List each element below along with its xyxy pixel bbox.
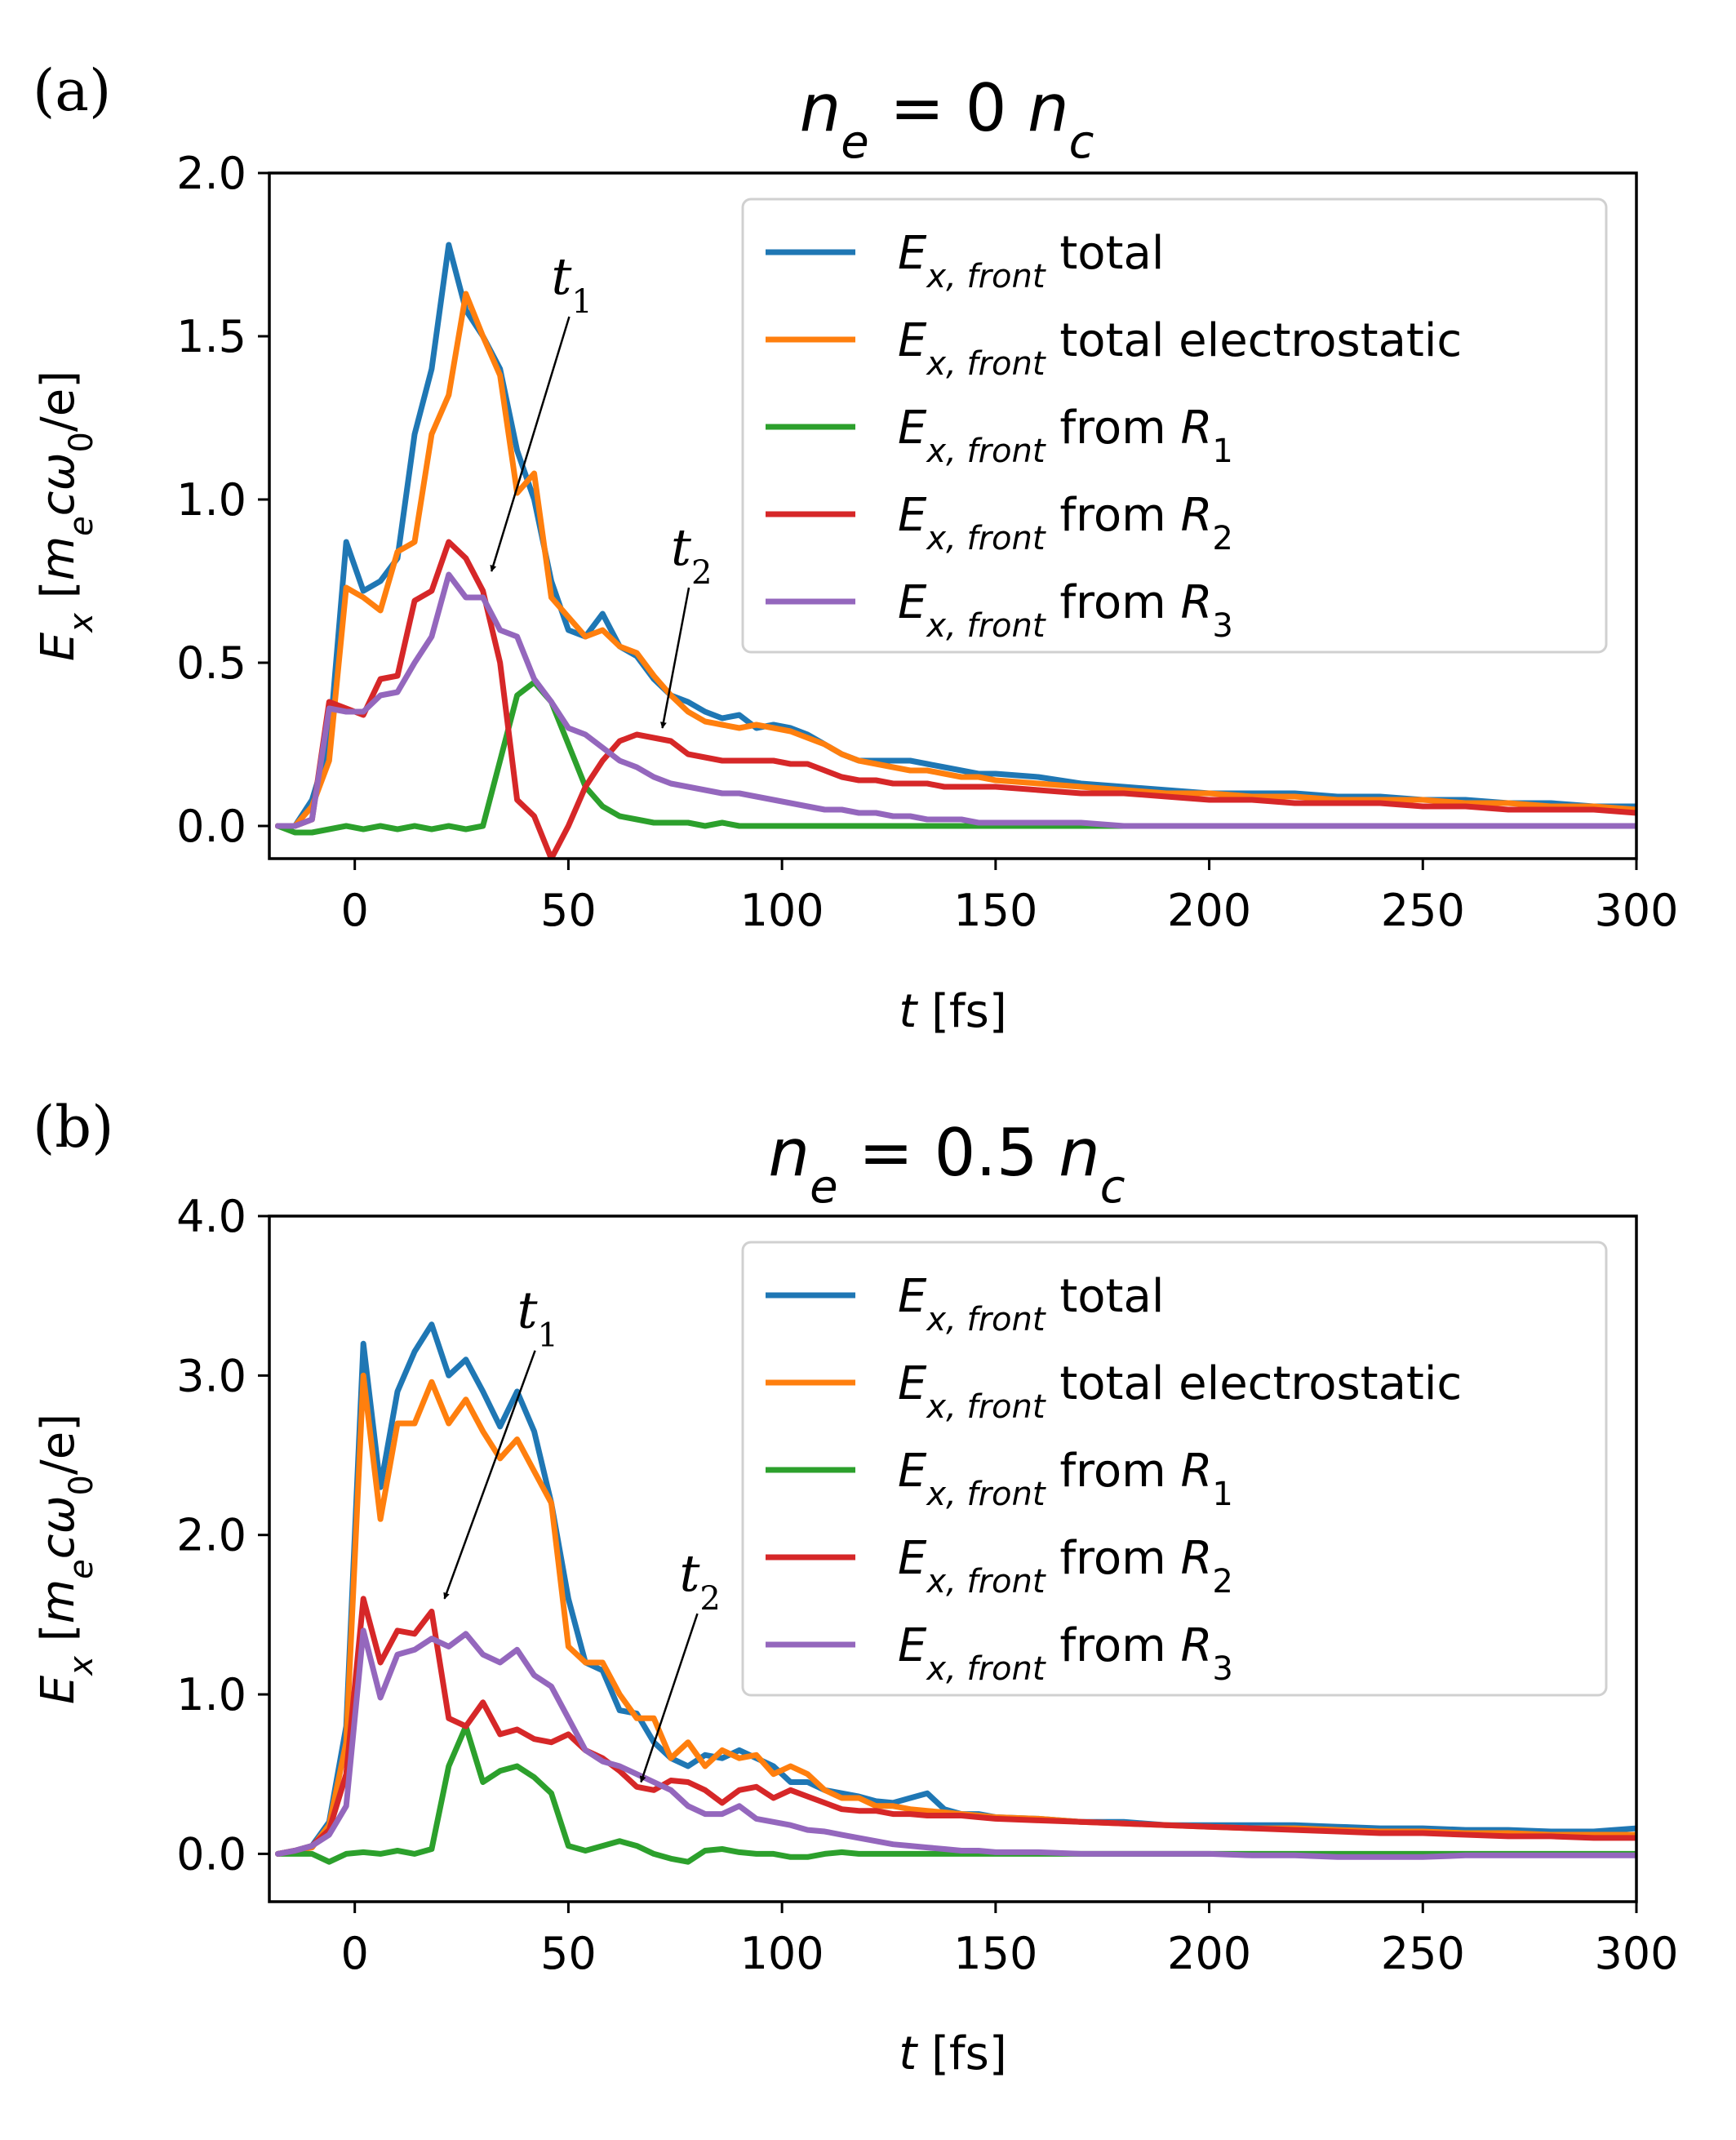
x-tick-label: 250 xyxy=(1381,1928,1465,1979)
y-tick-label: 4.0 xyxy=(176,1191,246,1242)
series-group xyxy=(275,242,1636,859)
x-tick-label: 250 xyxy=(1381,885,1465,936)
legend-frame xyxy=(741,198,1608,654)
x-tick-label: 300 xyxy=(1594,885,1678,936)
legend-entry-R2: Ex, front from R2 xyxy=(898,489,1233,557)
annotation-label-t2: t2 xyxy=(671,517,712,592)
y-tick-label: 0.5 xyxy=(176,637,246,689)
y-tick-label: 2.0 xyxy=(176,1510,246,1561)
legend-entry-R3: Ex, front from R3 xyxy=(898,576,1233,645)
y-tick-label: 0.0 xyxy=(176,1828,246,1880)
legend-entry-R1: Ex, front from R1 xyxy=(898,1445,1233,1513)
x-tick-label: 0 xyxy=(341,1928,369,1979)
x-tick-label: 150 xyxy=(953,885,1037,936)
annotation-arrow xyxy=(639,1613,699,1783)
panel-b: (b) ne = 0.5 nc 0 50 100 150 200 250 300 0.0 1.0… xyxy=(32,1094,1679,2080)
series-line-R2 xyxy=(275,539,1636,859)
series-line-electrostatic xyxy=(275,291,1636,829)
y-tick-label: 0.0 xyxy=(176,801,246,852)
x-axis-label: t [fs] xyxy=(899,2027,1006,2080)
x-tick-label: 50 xyxy=(540,885,597,936)
legend: Ex, front total Ex, front total electrost… xyxy=(741,1241,1608,1697)
legend-entry-R1: Ex, front from R1 xyxy=(898,402,1233,470)
x-tick-label: 100 xyxy=(740,885,824,936)
y-tick-label: 2.0 xyxy=(176,148,246,199)
axes-a: 0 50 100 150 200 250 300 0.0 0.5 1.0 1.5 2.0 t [fs] E… xyxy=(32,148,1679,1038)
panel-title: ne = 0 nc xyxy=(800,70,1094,169)
plot-frame xyxy=(268,1214,1638,1903)
annotation-arrow xyxy=(490,316,571,572)
legend-entry-total: Ex, front total xyxy=(898,227,1164,295)
axes-b: 0 50 100 150 200 250 300 0.0 1.0 2.0 3.0 4.0 t [fs] E… xyxy=(32,1191,1679,2080)
series-line-R1 xyxy=(275,679,1636,836)
y-tick-label: 1.0 xyxy=(176,474,246,526)
panel-a: (a) ne = 0 nc 0 50 100 150 200 250 300 0.0 0.5 1.… xyxy=(32,57,1679,1038)
panel-label: (b) xyxy=(33,1094,113,1161)
series-line-R3 xyxy=(275,571,1636,829)
x-tick-label: 150 xyxy=(953,1928,1037,1979)
y-tick-label: 1.5 xyxy=(176,311,246,362)
legend-entry-electrostatic: Ex, front total electrostatic xyxy=(898,314,1462,383)
x-tick-label: 200 xyxy=(1167,1928,1251,1979)
series-line-R1 xyxy=(275,1723,1636,1865)
annotation-arrow xyxy=(659,587,690,729)
y-axis-label: Ex [mecω0/e] xyxy=(32,371,100,661)
series-line-R2 xyxy=(275,1596,1636,1857)
series-line-R3 xyxy=(275,1627,1636,1860)
x-tick-label: 200 xyxy=(1167,885,1251,936)
y-axis-label: Ex [mecω0/e] xyxy=(32,1414,100,1704)
series-group xyxy=(275,1321,1636,1865)
plot-frame xyxy=(268,171,1638,860)
annotation-label-t2: t2 xyxy=(680,1543,721,1618)
x-tick-label: 100 xyxy=(740,1928,824,1979)
legend-entry-R2: Ex, front from R2 xyxy=(898,1532,1233,1601)
annotation-label-t1: t1 xyxy=(551,246,592,321)
panel-title: ne = 0.5 nc xyxy=(768,1115,1125,1214)
y-tick-label: 3.0 xyxy=(176,1350,246,1401)
legend-entry-R3: Ex, front from R3 xyxy=(898,1619,1233,1688)
legend-entry-electrostatic: Ex, front total electrostatic xyxy=(898,1357,1462,1426)
x-tick-label: 0 xyxy=(341,885,369,936)
legend-frame xyxy=(741,1241,1608,1697)
annotation-label-t1: t1 xyxy=(517,1281,558,1355)
y-tick-label: 1.0 xyxy=(176,1669,246,1720)
x-tick-label: 50 xyxy=(540,1928,597,1979)
x-tick-label: 300 xyxy=(1594,1928,1678,1979)
legend-entry-total: Ex, front total xyxy=(898,1270,1164,1339)
x-axis-label: t [fs] xyxy=(899,985,1006,1038)
panel-label: (a) xyxy=(33,57,111,124)
legend: Ex, front total Ex, front total electrost… xyxy=(741,198,1608,654)
annotation-arrow xyxy=(443,1350,536,1600)
